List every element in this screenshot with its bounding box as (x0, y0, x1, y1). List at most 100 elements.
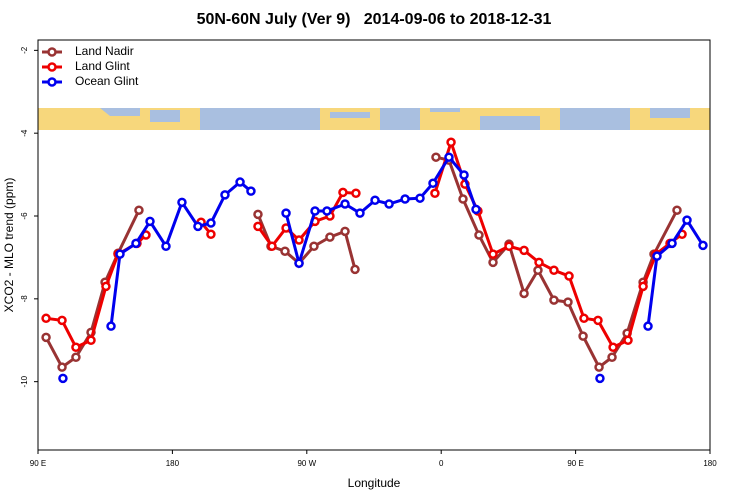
data-point (280, 246, 290, 256)
series-line (45, 137, 683, 350)
data-point (340, 199, 350, 209)
data-point (267, 241, 277, 251)
data-point (430, 188, 440, 198)
data-point (533, 265, 543, 276)
data-point (115, 249, 125, 259)
data-point (58, 373, 68, 384)
data-point (281, 208, 291, 218)
data-point (384, 199, 394, 209)
legend-marker (47, 62, 57, 72)
data-point (325, 232, 335, 242)
data-point (355, 208, 365, 218)
data-point (607, 352, 617, 362)
data-point (459, 170, 469, 180)
data-point (431, 152, 441, 162)
data-point (579, 313, 589, 324)
data-point (623, 335, 633, 346)
legend-label: Ocean Glint (75, 74, 139, 88)
legend-label: Land Glint (75, 59, 130, 73)
data-point (235, 177, 245, 187)
data-point (672, 205, 682, 215)
data-point (161, 241, 171, 251)
data-point (193, 221, 203, 232)
data-point (351, 188, 361, 198)
data-point (71, 352, 81, 362)
data-point (131, 238, 141, 249)
map-strip (38, 108, 710, 130)
data-point (41, 313, 51, 324)
legend-label: Land Nadir (75, 44, 134, 58)
data-point (41, 332, 51, 343)
data-point (370, 195, 380, 206)
data-point (458, 194, 468, 204)
data-point (471, 204, 481, 215)
data-point (428, 178, 438, 189)
data-point (71, 342, 81, 353)
data-point (667, 238, 677, 249)
x-tick-label: 180 (166, 459, 180, 468)
data-point (220, 190, 230, 200)
y-tick-label: -10 (20, 375, 29, 387)
data-point (415, 193, 425, 203)
y-axis-label: XCO2 - MLO trend (ppm) (2, 178, 16, 313)
data-point (253, 209, 263, 220)
data-point (638, 281, 648, 292)
data-point (294, 258, 304, 268)
data-point (206, 229, 216, 239)
data-point (488, 257, 498, 268)
y-tick-label: -2 (20, 46, 29, 54)
series-line (109, 154, 705, 327)
y-tick-label: -8 (20, 295, 29, 303)
data-point (446, 137, 456, 148)
data-point (57, 362, 67, 372)
data-point (322, 206, 332, 216)
x-tick-label: 0 (439, 459, 444, 468)
data-point (86, 335, 96, 346)
data-point (698, 240, 708, 251)
data-point (549, 295, 559, 305)
x-tick-label: 90 W (297, 459, 316, 468)
data-point (488, 249, 498, 259)
data-point (643, 321, 653, 331)
data-point (563, 297, 573, 307)
data-point (253, 221, 263, 232)
data-point (564, 271, 574, 281)
data-point (519, 288, 529, 299)
data-point (294, 235, 304, 245)
x-axis-label: Longitude (348, 476, 401, 490)
data-point (595, 373, 605, 384)
data-point (134, 205, 144, 215)
data-point (474, 230, 484, 240)
legend-marker (47, 77, 57, 87)
data-point (206, 218, 216, 228)
data-point (350, 264, 360, 275)
legend-marker (47, 47, 57, 57)
data-point (145, 216, 155, 227)
y-tick-label: -6 (20, 212, 29, 220)
data-point (593, 315, 603, 326)
y-tick-label: -4 (20, 129, 29, 137)
data-point (594, 362, 604, 372)
data-point (57, 315, 67, 326)
data-point (652, 251, 662, 261)
data-point (338, 187, 348, 198)
data-point (504, 241, 514, 251)
data-point (519, 245, 529, 256)
data-point (444, 152, 454, 162)
data-point (682, 215, 692, 225)
data-point (608, 342, 618, 353)
x-tick-label: 180 (703, 459, 717, 468)
x-tick-label: 90 E (567, 459, 583, 468)
data-point (340, 226, 350, 237)
data-point (578, 331, 588, 341)
data-point (309, 241, 319, 251)
data-point (310, 206, 320, 216)
data-point (549, 265, 559, 276)
data-point (246, 186, 256, 196)
data-point (534, 257, 544, 268)
chart-title: 50N-60N July (Ver 9) 2014-09-06 to 2018-… (197, 11, 552, 28)
x-tick-label: 90 E (30, 459, 46, 468)
data-point (106, 321, 116, 331)
data-point (101, 281, 111, 292)
